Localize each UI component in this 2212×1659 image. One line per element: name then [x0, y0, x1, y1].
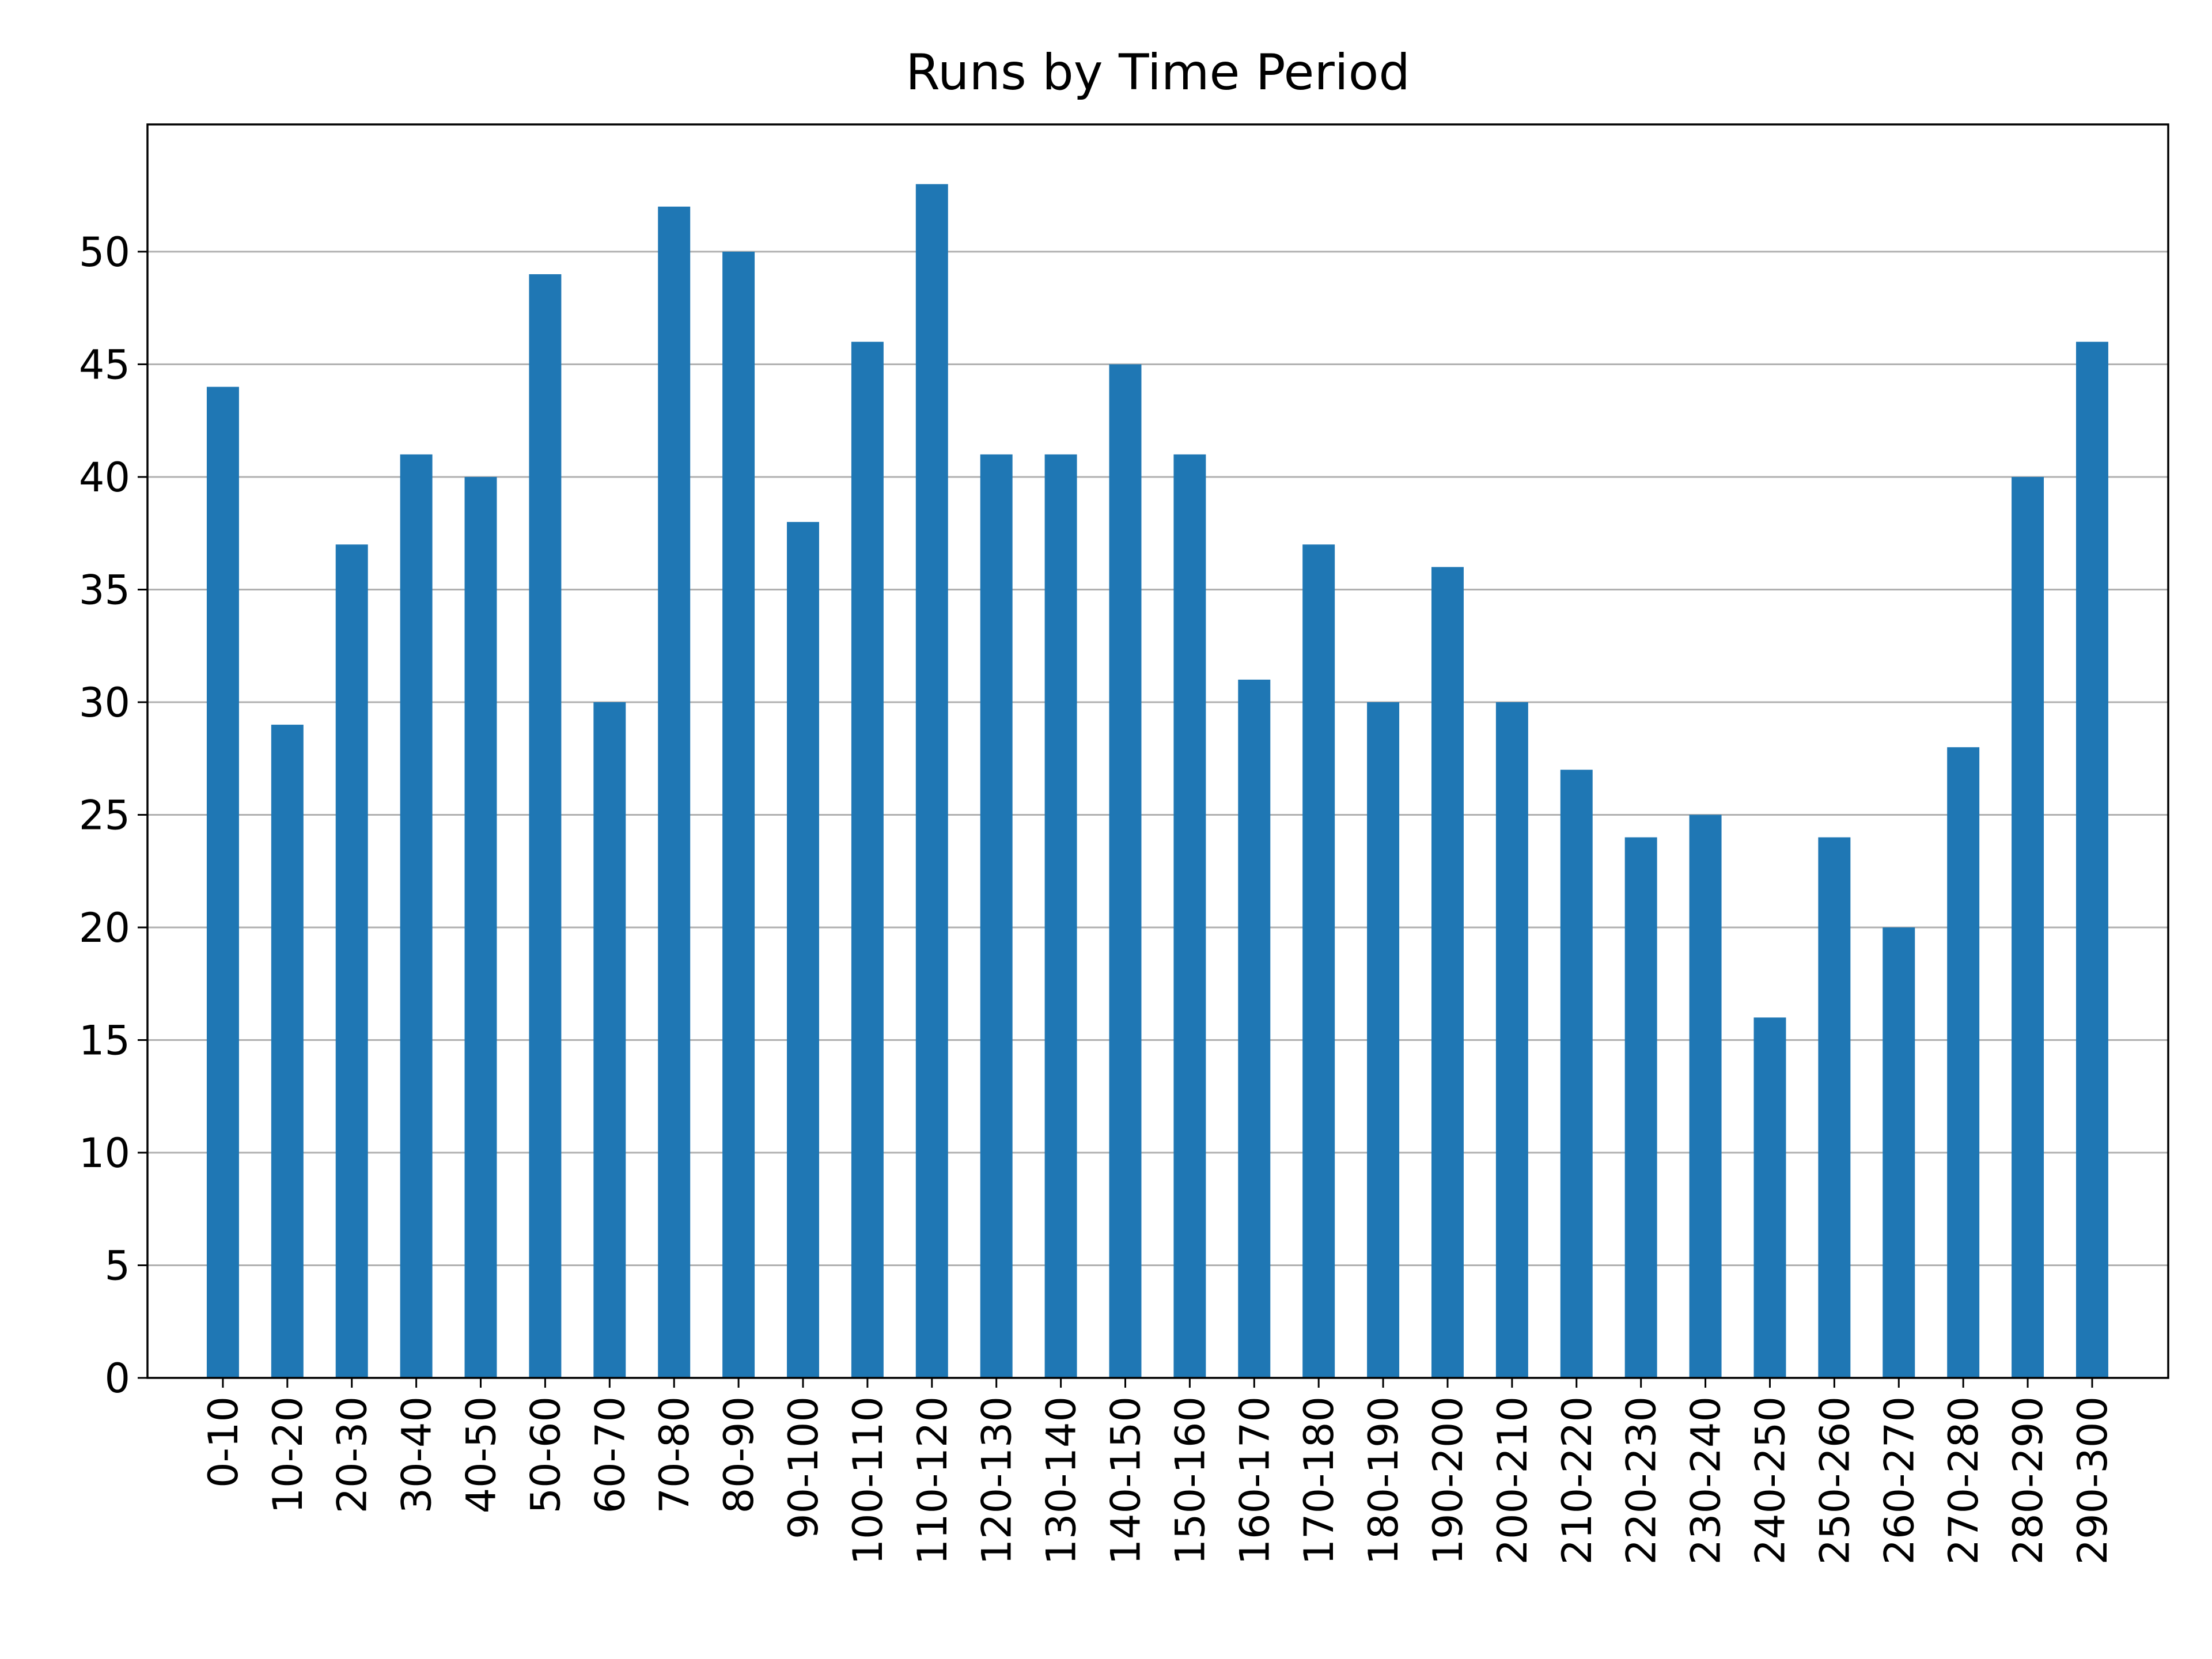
bar-30-40: [400, 454, 433, 1378]
x-tick-label: 270-280: [1940, 1396, 1987, 1565]
bar-0-10: [206, 387, 239, 1378]
x-tick-label: 260-270: [1876, 1396, 1923, 1565]
x-tick-label: 40-50: [458, 1396, 505, 1513]
x-tick-label: 210-220: [1554, 1396, 1601, 1565]
x-tick-label: 50-60: [522, 1396, 569, 1513]
plot-frame: [146, 123, 2169, 1379]
bar-180-190: [1367, 702, 1400, 1378]
bar-240-250: [1753, 1017, 1786, 1378]
x-tick-label: 220-230: [1618, 1396, 1665, 1565]
bar-130-140: [1044, 454, 1077, 1378]
bar-200-210: [1495, 702, 1528, 1378]
bar-290-300: [2075, 342, 2108, 1378]
axes: [146, 123, 2169, 1379]
bar-160-170: [1238, 679, 1271, 1378]
x-tick-label: 10-20: [264, 1396, 312, 1513]
bar-280-290: [2012, 476, 2044, 1378]
x-tick-label: 180-190: [1360, 1396, 1407, 1565]
y-tick-label: 15: [79, 1017, 130, 1064]
bar-100-110: [851, 342, 884, 1378]
y-tick-label: 5: [104, 1242, 130, 1289]
x-tick-label: 160-170: [1231, 1396, 1278, 1565]
bar-150-160: [1173, 454, 1206, 1378]
y-tick-label: 40: [79, 454, 130, 501]
bar-260-270: [1883, 927, 1915, 1378]
bar-190-200: [1431, 567, 1464, 1378]
x-tick-label: 200-210: [1489, 1396, 1536, 1565]
bar-170-180: [1302, 544, 1335, 1378]
x-tick-label: 0-10: [200, 1396, 247, 1488]
x-tick-label: 80-90: [715, 1396, 763, 1513]
bar-270-280: [1947, 747, 1980, 1378]
x-tick-label: 290-300: [2069, 1396, 2116, 1565]
bar-60-70: [593, 702, 626, 1378]
y-tick-label: 30: [79, 679, 130, 726]
x-tick-label: 70-80: [651, 1396, 698, 1513]
bar-90-100: [787, 522, 819, 1378]
y-tick-label: 35: [79, 566, 130, 613]
x-tick-label: 190-200: [1425, 1396, 1472, 1565]
y-tick-label: 0: [104, 1355, 130, 1402]
x-tick-label: 20-30: [329, 1396, 376, 1513]
bar-50-60: [529, 274, 562, 1378]
x-tick-label: 170-180: [1296, 1396, 1343, 1565]
x-tick-label: 90-100: [780, 1396, 827, 1539]
x-tick-label: 120-130: [974, 1396, 1021, 1565]
bar-110-120: [915, 184, 948, 1378]
bar-250-260: [1818, 837, 1851, 1378]
bar-230-240: [1689, 815, 1722, 1378]
x-tick-label: 250-260: [1811, 1396, 1858, 1565]
x-tick-label: 60-70: [586, 1396, 634, 1513]
x-tick-label: 100-110: [844, 1396, 892, 1565]
bar-20-30: [335, 544, 368, 1378]
y-tick-label: 25: [79, 791, 130, 839]
x-tick-label: 140-150: [1102, 1396, 1149, 1565]
x-axis-ticks: 0-10 10-20 20-30 30-40 40-50 50-60 60-70 70-80 8…: [200, 1378, 2116, 1565]
bars: [206, 184, 2108, 1378]
bar-40-50: [464, 476, 497, 1378]
x-tick-label: 280-290: [2005, 1396, 2052, 1565]
x-tick-label: 110-120: [909, 1396, 956, 1565]
x-tick-label: 130-140: [1038, 1396, 1085, 1565]
bar-140-150: [1109, 364, 1142, 1378]
y-tick-label: 50: [79, 229, 130, 276]
y-tick-label: 45: [79, 341, 130, 388]
x-tick-label: 230-240: [1683, 1396, 1730, 1565]
bar-10-20: [271, 725, 304, 1378]
bar-80-90: [722, 251, 755, 1378]
x-tick-label: 30-40: [393, 1396, 441, 1513]
bar-220-230: [1624, 837, 1657, 1378]
chart-title: Runs by Time Period: [906, 44, 1410, 101]
bar-210-220: [1560, 770, 1593, 1378]
y-tick-label: 10: [79, 1130, 130, 1177]
bar-120-130: [980, 454, 1013, 1378]
x-tick-label: 240-250: [1747, 1396, 1794, 1565]
bar-70-80: [658, 206, 691, 1378]
x-tick-label: 150-160: [1166, 1396, 1214, 1565]
y-axis-ticks: 0 5 10 15 20 25 30 35 40 45 50: [79, 229, 147, 1402]
y-tick-label: 20: [79, 904, 130, 952]
